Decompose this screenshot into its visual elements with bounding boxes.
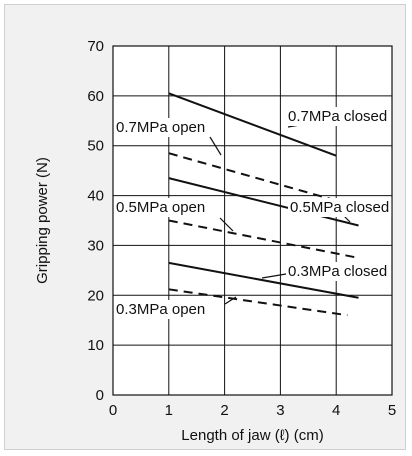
- annotation-label: 0.3MPa open: [116, 301, 205, 318]
- annotation-label: 0.7MPa open: [116, 119, 205, 136]
- annotation-label: 0.5MPa open: [116, 199, 205, 216]
- y-tick-label: 40: [87, 188, 104, 205]
- x-tick-label: 5: [388, 402, 396, 419]
- annotation-leader: [224, 296, 237, 305]
- annotation-label: 0.7MPa closed: [288, 108, 387, 125]
- annotation-background: [286, 262, 390, 281]
- series-line: [168, 92, 337, 157]
- y-tick-label: 60: [87, 88, 104, 105]
- series-line: [168, 261, 359, 299]
- y-tick-label: 0: [96, 387, 104, 404]
- annotation-background: [288, 198, 392, 217]
- y-tick-label: 10: [87, 337, 104, 354]
- annotation-leader: [219, 217, 234, 232]
- annotation-label: 0.3MPa closed: [288, 263, 387, 280]
- x-tick-label: 0: [109, 402, 117, 419]
- annotation-background: [286, 107, 390, 126]
- annotation-leader: [209, 136, 222, 156]
- plot-border: [112, 45, 393, 396]
- series-lines: [168, 92, 359, 317]
- x-tick-label: 3: [276, 402, 284, 419]
- x-axis-label: Length of jaw (ℓ) (cm): [181, 427, 323, 444]
- x-tick-label: 2: [220, 402, 228, 419]
- series-line: [168, 177, 359, 227]
- annotation-background: [114, 198, 208, 217]
- y-tick-label: 30: [87, 237, 104, 254]
- y-tick-label: 70: [87, 38, 104, 55]
- series-line: [168, 219, 359, 259]
- plot-area: [113, 46, 392, 395]
- y-axis-label: Gripping power (N): [34, 157, 51, 284]
- annotation-labels: 0.7MPa closed 0.7MPa open 0.5MPa open 0.5MP…: [114, 107, 392, 319]
- annotation-label: 0.5MPa closed: [290, 199, 389, 216]
- y-tick-labels: 0 10 20 30 40 50 60 70: [87, 38, 104, 404]
- y-tick-label: 20: [87, 287, 104, 304]
- series-line: [168, 288, 348, 317]
- x-tick-label: 1: [165, 402, 173, 419]
- x-tick-label: 4: [332, 402, 340, 419]
- x-tick-labels: 0 1 2 3 4 5: [109, 402, 396, 419]
- annotation-background: [114, 300, 208, 319]
- y-tick-label: 50: [87, 138, 104, 155]
- annotation-background: [114, 118, 208, 137]
